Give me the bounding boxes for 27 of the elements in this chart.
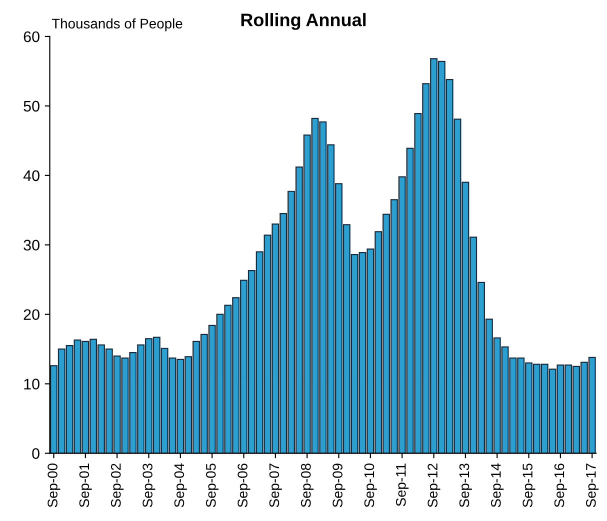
y-axis-title: Thousands of People [52,18,182,32]
x-tick-label: Sep-05 [206,464,219,508]
y-tick-label: 10 [24,378,40,390]
x-tick-label: Sep-06 [238,464,250,508]
x-tick-label: Sep-15 [522,464,536,508]
y-tick-label: 40 [23,170,40,182]
x-tick-label: Sep-08 [300,464,314,508]
x-tick-label: Sep-10 [364,464,377,508]
y-tick-label: 20 [24,309,40,320]
x-tick-label: Sep-00 [48,464,60,508]
x-tick-label: Sep-14 [491,463,504,508]
x-tick-label: Sep-07 [269,464,282,508]
x-tick-label: Sep-17 [586,464,599,508]
x-tick-label: Sep-16 [554,464,567,508]
y-tick-label: 30 [24,240,40,251]
x-tick-label: Sep-09 [332,464,346,508]
x-tick-label: Sep-03 [142,464,156,508]
x-tick-label: Sep-11 [396,464,409,506]
x-tick-label: Sep-04 [174,463,187,508]
x-tick-label: Sep-02 [110,464,124,508]
chart-title: Rolling Annual [241,13,366,30]
x-tick-label: Sep-01 [79,464,92,508]
x-tick-label: Sep-12 [428,464,440,508]
x-tick-label: Sep-13 [459,464,472,508]
y-tick-label: 60 [24,31,40,42]
y-tick-label: 0 [32,448,40,459]
y-tick-label: 50 [24,100,40,112]
